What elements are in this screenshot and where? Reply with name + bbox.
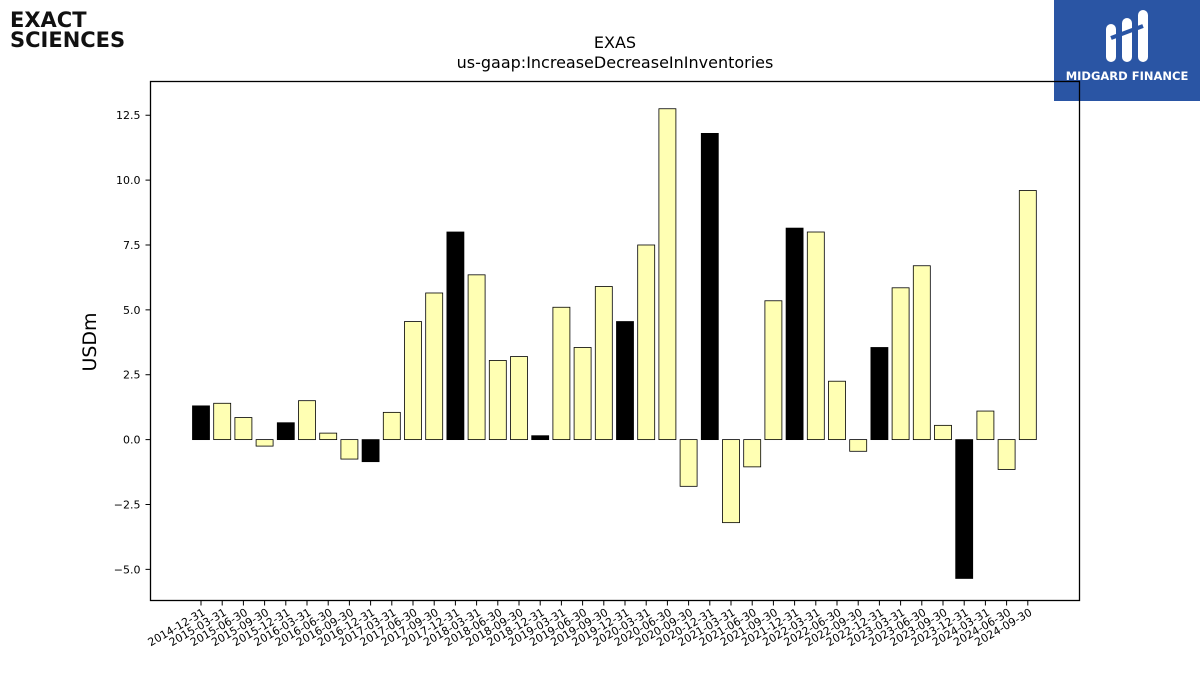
bar-2018-06-30 [488, 360, 507, 441]
y-tick-label: 7.5 [123, 239, 141, 252]
y-axis-label: USDm [79, 312, 101, 371]
y-axis: −5.0 −2.5 0.0 2.5 5.0 7.5 10.0 12.5 [114, 109, 151, 576]
y-tick-label: 10.0 [116, 174, 141, 187]
bar-2021-12-31 [785, 227, 804, 441]
bar-2015-12-31 [276, 422, 295, 441]
bar-2018-03-31 [467, 274, 486, 441]
bar-2017-12-31 [446, 231, 465, 441]
bar-2021-09-30 [764, 300, 783, 441]
bar-2014-12-31 [192, 405, 210, 441]
bar-2016-09-30 [340, 439, 359, 460]
plot-frame [149, 80, 1081, 602]
bar-2022-06-30 [828, 380, 846, 441]
bar-2020-03-31 [637, 244, 656, 441]
bar-2015-03-31 [213, 402, 232, 441]
bar-2023-03-31 [891, 287, 910, 441]
bar-2020-09-30 [679, 439, 698, 487]
bar-2016-12-31 [361, 439, 380, 463]
bar-2019-03-31 [552, 306, 571, 441]
bar-2024-06-30 [997, 439, 1016, 470]
bar-2019-09-30 [594, 286, 613, 441]
logo-line-1: EXACT [10, 8, 87, 32]
bar-2023-09-30 [934, 424, 952, 441]
bar-2020-06-30 [658, 108, 677, 441]
bar-2019-06-30 [573, 347, 592, 441]
bar-2020-12-31 [700, 132, 719, 441]
bar-2017-03-31 [382, 411, 401, 441]
logo-line-2: SCIENCES [10, 28, 126, 52]
y-tick-label: 0.0 [123, 434, 141, 447]
bar-2015-06-30 [234, 417, 253, 441]
bar-2019-12-31 [616, 321, 634, 441]
x-axis: 2014-12-312015-03-312015-06-302015-09-30… [146, 600, 1034, 649]
y-tick-label: 2.5 [123, 369, 141, 382]
bar-2024-09-30 [1018, 190, 1037, 441]
bar-2023-06-30 [912, 265, 931, 441]
bar-2022-12-31 [870, 347, 889, 441]
bar-2016-06-30 [319, 432, 338, 441]
bar-2022-03-31 [806, 231, 825, 441]
bar-2022-09-30 [849, 439, 868, 452]
y-tick-label: −2.5 [114, 498, 141, 511]
bars-group [192, 108, 1037, 579]
exact-sciences-logo: EXACT SCIENCES [10, 8, 126, 52]
bar-2021-03-31 [722, 439, 740, 524]
y-tick-label: −5.0 [114, 563, 141, 576]
bar-2017-06-30 [404, 321, 422, 441]
bar-2015-09-30 [255, 439, 274, 447]
bar-2017-09-30 [425, 292, 444, 441]
y-tick-label: 5.0 [123, 304, 141, 317]
y-tick-label: 12.5 [116, 109, 141, 122]
midgard-finance-logo: MIDGARD FINANCE [1054, 0, 1200, 101]
bar-2018-09-30 [510, 356, 528, 441]
chart-subtitle: us-gaap:IncreaseDecreaseInInventories [457, 53, 774, 72]
chart-title: EXAS [594, 33, 636, 52]
midgard-mark-icon [1106, 10, 1148, 62]
bar-2016-03-31 [298, 400, 316, 441]
bar-2021-06-30 [743, 439, 762, 468]
publisher-name: MIDGARD FINANCE [1065, 69, 1189, 83]
bar-2023-12-31 [955, 439, 974, 579]
bar-2024-03-31 [976, 410, 995, 441]
bar-2018-12-31 [531, 435, 550, 441]
